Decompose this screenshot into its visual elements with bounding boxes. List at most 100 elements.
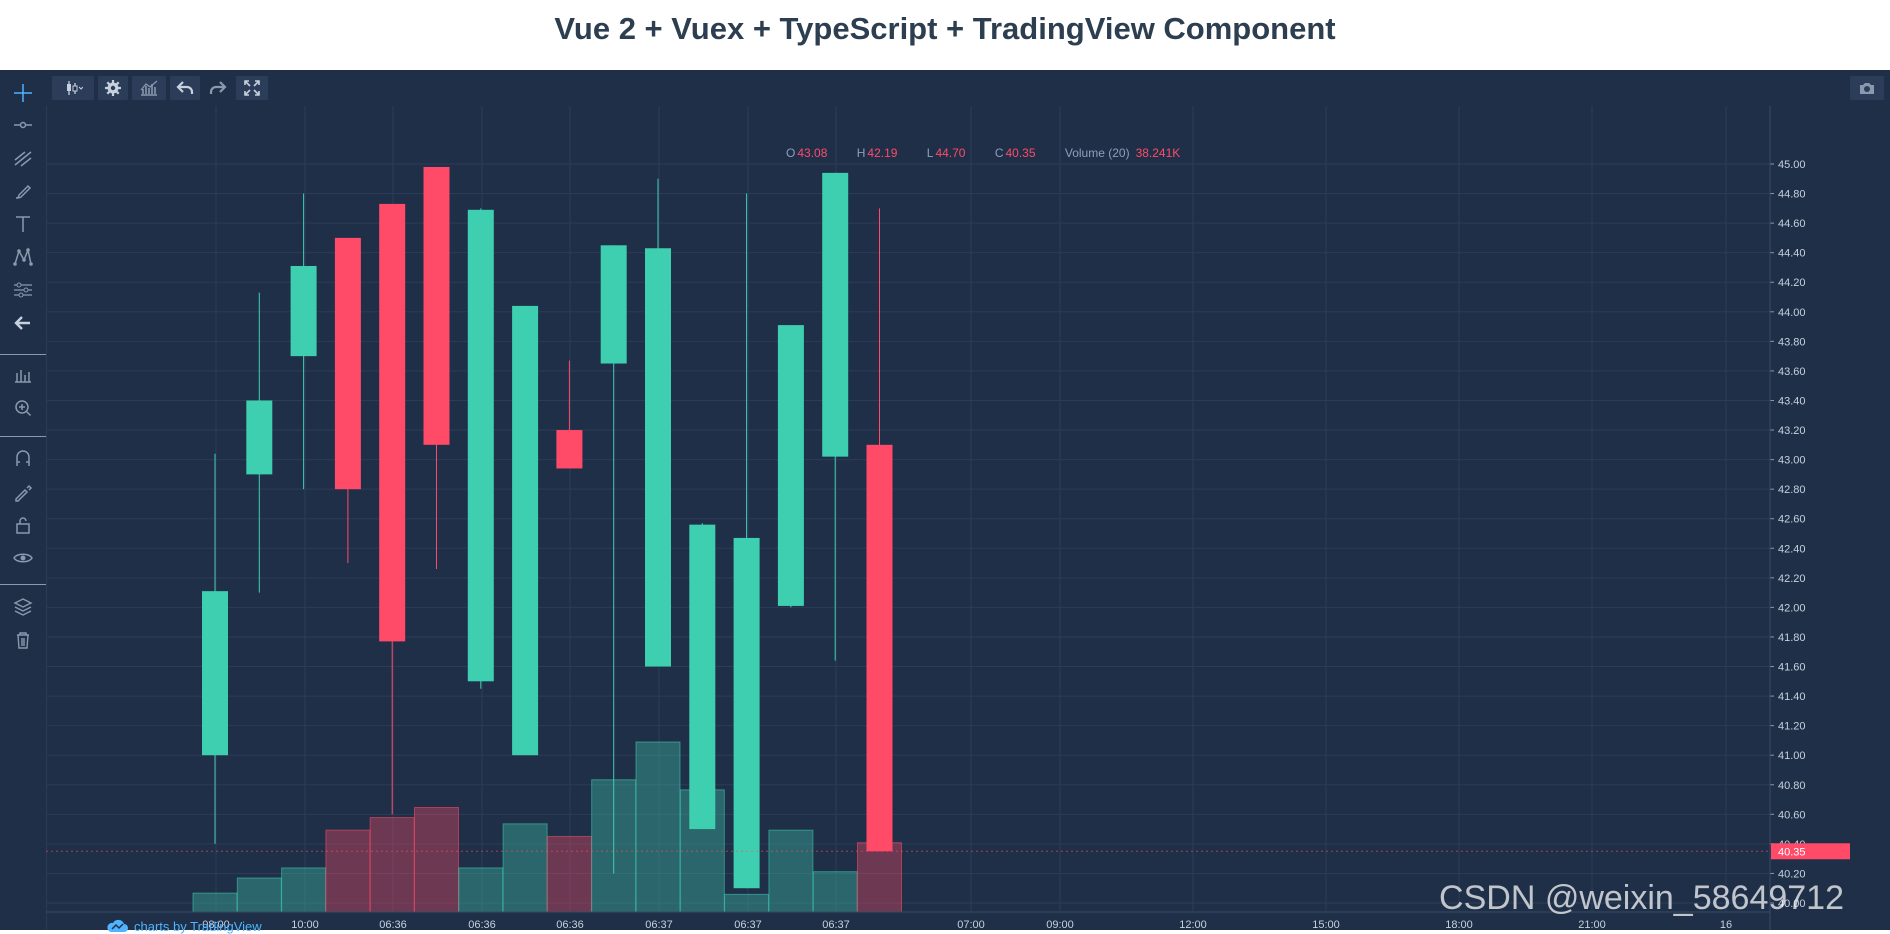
time-tick-label: 16 [1720, 919, 1732, 930]
candle-body[interactable] [423, 166, 450, 445]
price-tick-label: 43.80 [1778, 336, 1806, 348]
camera-icon[interactable] [1850, 76, 1884, 100]
tradingview-logo[interactable]: charts by TradingView [106, 918, 262, 934]
layers-icon[interactable] [0, 590, 46, 624]
undo-icon[interactable] [170, 76, 200, 100]
price-tick-label: 41.20 [1778, 721, 1806, 733]
time-tick-label: 06:36 [468, 919, 496, 930]
crosshair-icon[interactable] [0, 76, 46, 110]
page-title: Vue 2 + Vuex + TypeScript + TradingView … [554, 11, 1336, 46]
volume-bar [546, 835, 592, 913]
candle-body[interactable] [290, 265, 317, 357]
candle-body[interactable] [246, 400, 273, 475]
last-price-badge [1771, 843, 1850, 860]
price-tick-label: 43.40 [1778, 395, 1806, 407]
legend-open-value: 43.08 [797, 146, 828, 160]
time-tick-label: 12:00 [1179, 919, 1207, 930]
settings-gear-icon[interactable] [98, 76, 128, 100]
price-tick-label: 40.60 [1778, 809, 1806, 821]
last-price-label: 40.35 [1778, 846, 1806, 858]
candle-body[interactable] [777, 325, 804, 606]
pattern-icon[interactable] [0, 240, 46, 274]
legend-low-label: L [926, 146, 934, 160]
volume-bar [857, 842, 902, 913]
price-tick-label: 43.20 [1778, 425, 1806, 437]
tradingview-widget: 45.00 44.80 44.60 44.40 44.20 44.00 43.80 43.60… [0, 70, 1890, 934]
volume-bar [236, 877, 282, 913]
text-icon[interactable] [0, 207, 46, 241]
volume-bar [724, 893, 770, 913]
volume-bar [768, 829, 814, 913]
legend-volume-value: 38.241K [1135, 146, 1181, 160]
legend-close-label: C [994, 146, 1004, 160]
brush-icon[interactable] [0, 174, 46, 208]
price-tick-label: 42.60 [1778, 514, 1806, 526]
volume-bar [192, 892, 238, 913]
candle-body[interactable] [202, 591, 228, 756]
candle-body[interactable] [866, 444, 893, 852]
horizontal-line-icon[interactable] [0, 108, 46, 142]
time-tick-label: 15:00 [1312, 919, 1340, 930]
time-tick-label: 06:37 [645, 919, 673, 930]
zoom-in-icon[interactable] [0, 391, 46, 425]
legend-high-label: H [856, 146, 866, 160]
unlock-icon[interactable] [0, 508, 46, 542]
volume-bar [635, 741, 681, 913]
candle-body[interactable] [733, 537, 760, 889]
time-tick-label: 10:00 [291, 919, 319, 930]
ohlc-legend: O 43.08 H 42.19 L 44.70 C 40.35 Volume (20) 3… [786, 146, 1182, 162]
trash-icon[interactable] [0, 623, 46, 657]
time-tick-label: 07:00 [957, 919, 985, 930]
back-arrow-icon[interactable] [0, 306, 46, 340]
candle-body[interactable] [600, 245, 627, 364]
time-tick-label: 09:00 [1046, 919, 1074, 930]
candle-body[interactable] [822, 172, 849, 457]
price-tick-label: 41.00 [1778, 750, 1806, 762]
candle-body[interactable] [379, 203, 406, 642]
volume-bar [369, 817, 415, 913]
top-toolbar [46, 70, 1890, 106]
candle-body[interactable] [512, 305, 539, 756]
prediction-icon[interactable] [0, 273, 46, 307]
measure-icon[interactable] [0, 358, 46, 392]
lock-drawing-icon[interactable] [0, 475, 46, 509]
redo-icon[interactable] [204, 76, 232, 100]
candle-body[interactable] [334, 237, 361, 490]
time-tick-label: 18:00 [1445, 919, 1473, 930]
cloud-icon [107, 919, 128, 932]
candles-style-icon[interactable] [52, 76, 94, 100]
price-tick-label: 40.20 [1778, 868, 1806, 880]
price-tick-label: 44.40 [1778, 248, 1806, 260]
volume-bar [414, 806, 459, 913]
price-tick-label: 40.00 [1778, 898, 1806, 910]
legend-volume-label: Volume (20) [1064, 146, 1130, 160]
fullscreen-icon[interactable] [236, 76, 268, 100]
price-tick-label: 44.20 [1778, 277, 1806, 289]
csdn-watermark: CSDN @weixin_58649712 [1439, 879, 1844, 917]
indicators-icon[interactable] [132, 76, 166, 100]
price-tick-label: 40.80 [1778, 780, 1806, 792]
time-tick-label: 06:37 [734, 919, 762, 930]
time-tick-label: 21:00 [1578, 919, 1606, 930]
price-tick-label: 45.00 [1778, 159, 1806, 171]
volume-bar [325, 829, 371, 913]
candle-body[interactable] [645, 248, 671, 667]
volume-bar [458, 867, 504, 913]
trend-lines-icon[interactable] [0, 141, 46, 175]
legend-close-value: 40.35 [1005, 146, 1036, 160]
candle-body[interactable] [556, 430, 583, 469]
volume-bar [502, 823, 548, 913]
candle-body[interactable] [467, 209, 494, 682]
price-tick-label: 41.80 [1778, 632, 1806, 644]
chart-area[interactable]: 45.00 44.80 44.60 44.40 44.20 44.00 43.80 43.60… [46, 106, 1850, 934]
price-tick-label: 42.80 [1778, 484, 1806, 496]
candle-body[interactable] [689, 524, 716, 830]
time-tick-label: 06:36 [556, 919, 584, 930]
tradingview-credit: charts by TradingView [134, 918, 262, 934]
magnet-icon[interactable] [0, 442, 46, 476]
price-tick-label: 42.00 [1778, 602, 1806, 614]
candlestick-chart[interactable]: 45.00 44.80 44.60 44.40 44.20 44.00 43.80 43.60… [46, 106, 1850, 930]
eye-icon[interactable] [0, 541, 46, 575]
volume-bar [812, 871, 858, 913]
time-tick-label: 06:36 [379, 919, 407, 930]
